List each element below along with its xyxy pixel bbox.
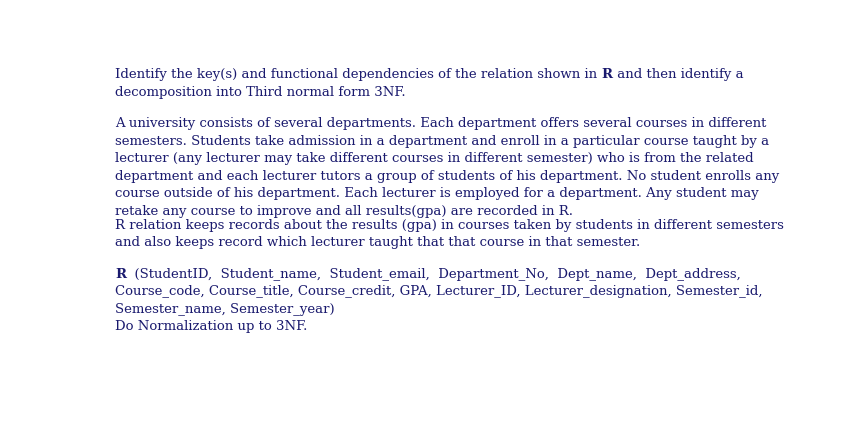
Text: (StudentID,  Student_name,  Student_email,  Department_No,  Dept_name,  Dept_add: (StudentID, Student_name, Student_email,… (127, 268, 741, 281)
Text: Identify the key(s) and functional dependencies of the relation shown in: Identify the key(s) and functional depen… (116, 68, 602, 80)
Text: Do Normalization up to 3NF.: Do Normalization up to 3NF. (116, 320, 308, 333)
Text: R: R (602, 68, 613, 80)
Text: R: R (116, 268, 127, 281)
Text: Semester_name, Semester_year): Semester_name, Semester_year) (116, 303, 335, 316)
Text: lecturer (any lecturer may take different courses in different semester) who is : lecturer (any lecturer may take differen… (116, 152, 754, 165)
Text: semesters. Students take admission in a department and enroll in a particular co: semesters. Students take admission in a … (116, 135, 769, 148)
Text: Course_code, Course_title, Course_credit, GPA, Lecturer_ID, Lecturer_designation: Course_code, Course_title, Course_credit… (116, 285, 763, 298)
Text: decomposition into Third normal form 3NF.: decomposition into Third normal form 3NF… (116, 86, 406, 99)
Text: A university consists of several departments. Each department offers several cou: A university consists of several departm… (116, 117, 767, 130)
Text: course outside of his department. Each lecturer is employed for a department. An: course outside of his department. Each l… (116, 187, 759, 200)
Text: department and each lecturer tutors a group of students of his department. No st: department and each lecturer tutors a gr… (116, 170, 779, 183)
Text: R relation keeps records about the results (gpa) in courses taken by students in: R relation keeps records about the resul… (116, 218, 785, 232)
Text: and then identify a: and then identify a (613, 68, 744, 80)
Text: retake any course to improve and all results(gpa) are recorded in R.: retake any course to improve and all res… (116, 205, 574, 218)
Text: and also keeps record which lecturer taught that that course in that semester.: and also keeps record which lecturer tau… (116, 236, 641, 249)
